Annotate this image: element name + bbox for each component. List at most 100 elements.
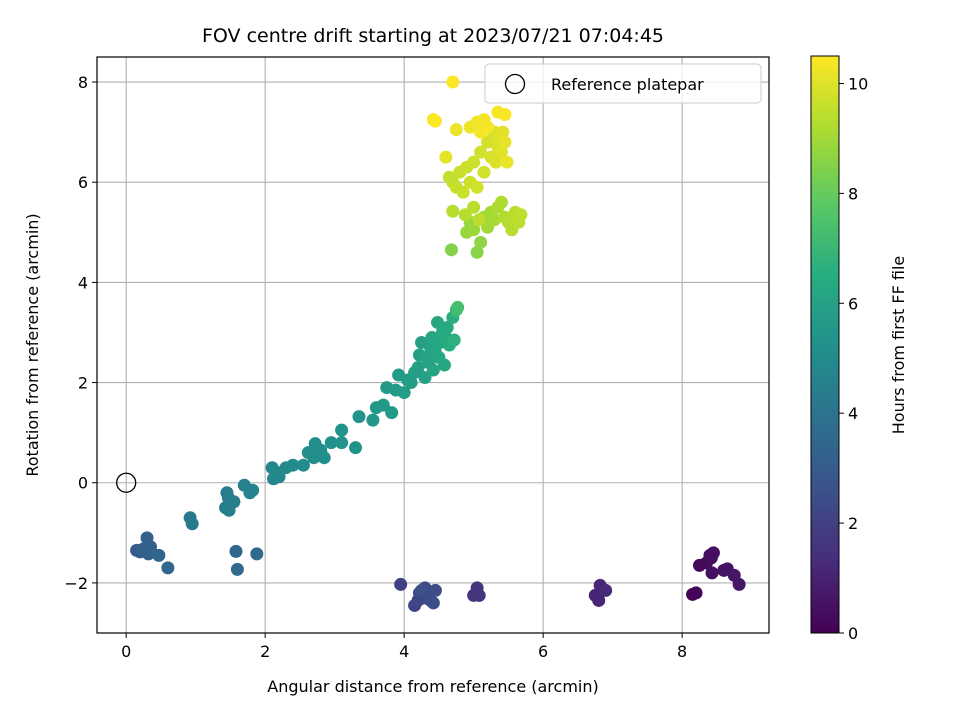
data-point [481,120,495,134]
legend-box [484,63,762,104]
data-point [472,213,486,227]
x-axis-label: Angular distance from reference (arcmin) [267,677,598,696]
data-point [428,583,442,597]
data-point [689,586,703,600]
data-point [424,593,438,607]
data-point [706,546,720,560]
data-point [376,398,390,412]
data-point [451,300,465,314]
legend-marker-reference [504,73,526,95]
data-point [467,200,481,214]
data-point [732,577,746,591]
plot-frame [96,56,770,634]
data-point [470,180,484,194]
data-point [415,583,429,597]
data-point [488,213,502,227]
data-point [286,458,300,472]
data-point [349,441,363,455]
data-point [498,135,512,149]
data-point [152,548,166,562]
data-point [296,458,310,472]
data-point [394,577,408,591]
data-point [426,363,440,377]
data-point [139,543,153,557]
colorbar-tick-label: 6 [848,294,858,313]
chart-title: FOV centre drift starting at 2023/07/21 … [202,25,664,47]
y-tick-label: 6 [78,173,88,192]
colorbar-tick-label: 8 [848,184,858,203]
data-point [449,123,463,137]
data-point [470,245,484,259]
data-point [352,410,366,424]
data-point [514,208,528,222]
data-point [489,155,503,169]
data-point [458,208,472,222]
reference-marker-layer [116,472,137,493]
x-tick-label: 6 [538,642,548,661]
y-tick-label: 0 [78,474,88,493]
colorbar-label: Hours from first FF file [889,256,908,435]
data-point [418,371,432,385]
data-point [428,114,442,128]
data-point [440,320,454,334]
data-point [250,547,264,561]
legend-label-reference: Reference platepar [551,75,704,94]
data-point [599,583,613,597]
data-point [494,195,508,209]
data-point [411,361,425,375]
data-point [230,562,244,576]
x-axis-ticks: 0 2 4 6 8 [121,633,687,661]
data-point [477,165,491,179]
data-point [404,376,418,390]
data-point [467,155,481,169]
data-point [227,495,241,509]
data-point [324,436,338,450]
data-point [317,451,331,465]
x-tick-label: 2 [260,642,270,661]
grid-lines [97,57,769,633]
data-point [447,333,461,347]
x-tick-label: 4 [399,642,409,661]
colorbar-gradient [810,55,840,634]
y-tick-label: 8 [78,73,88,92]
data-point [444,243,458,257]
data-points [130,75,746,612]
data-point [446,75,460,89]
data-point [437,358,451,372]
data-point [161,561,175,575]
y-tick-label: 4 [78,273,88,292]
colorbar-tick-label: 4 [848,404,858,423]
colorbar: 0 2 4 6 8 10 Hours from first FF file [810,55,908,643]
data-point [185,517,199,531]
y-tick-label: 2 [78,374,88,393]
data-point [498,108,512,122]
colorbar-tick-label: 10 [848,74,868,93]
data-point [592,593,606,607]
data-point [500,155,514,169]
reference-platepar-marker [116,472,137,493]
data-point [705,566,719,580]
data-point [269,465,283,479]
data-point [335,436,349,450]
colorbar-ticks: 0 2 4 6 8 10 [839,74,868,643]
y-axis-ticks: −2 0 2 4 6 8 [64,73,97,593]
y-axis-label: Rotation from reference (arcmin) [23,213,42,476]
y-tick-label: −2 [64,574,88,593]
data-point [229,544,243,558]
colorbar-tick-label: 2 [848,514,858,533]
data-point [467,223,481,237]
data-point [446,204,460,218]
x-tick-label: 0 [121,642,131,661]
data-point [335,423,349,437]
data-point [439,150,453,164]
data-point [397,386,411,400]
data-point [474,235,488,249]
x-tick-label: 8 [677,642,687,661]
data-point [366,413,380,427]
legend: Reference platepar [484,63,762,104]
data-point [431,315,445,329]
data-point [456,185,470,199]
data-point [472,588,486,602]
colorbar-tick-label: 0 [848,624,858,643]
